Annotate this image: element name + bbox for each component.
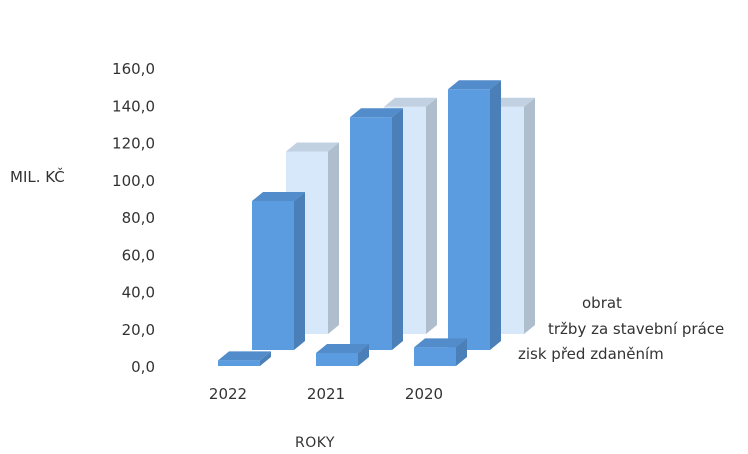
- y-tick-label: 120,0: [112, 135, 155, 153]
- bar-zisk-2020: [414, 338, 467, 366]
- y-tick-label: 20,0: [122, 321, 155, 339]
- y-tick-label: 140,0: [112, 97, 155, 115]
- y-tick-label: 160,0: [112, 60, 155, 78]
- x-category-label: 2020: [405, 385, 443, 403]
- bar-trzby-2020: [448, 80, 501, 350]
- legend-zisk: zisk před zdaněním: [518, 345, 664, 363]
- bar-zisk-2022: [218, 351, 271, 366]
- legend-obrat: obrat: [582, 294, 622, 312]
- y-tick-label: 40,0: [122, 284, 155, 302]
- y-tick-label: 60,0: [122, 246, 155, 264]
- y-tick-label: 80,0: [122, 209, 155, 227]
- y-tick-label: 100,0: [112, 172, 155, 190]
- y-axis-ticks: 0,0 20,0 40,0 60,0 80,0 100,0 120,0 140,0 160,0: [112, 60, 155, 376]
- bar-trzby-2022: [252, 192, 305, 350]
- y-axis-label: MIL. KČ: [10, 168, 65, 186]
- bar-group: [218, 80, 535, 366]
- x-axis-categories: 2022 2021 2020: [209, 385, 443, 403]
- x-axis-label: ROKY: [295, 435, 335, 451]
- bar-zisk-2021: [316, 343, 369, 366]
- x-category-label: 2022: [209, 385, 247, 403]
- x-category-label: 2021: [307, 385, 345, 403]
- y-tick-label: 0,0: [131, 358, 155, 376]
- legend-trzby: tržby za stavební práce: [548, 320, 725, 338]
- bar-trzby-2021: [350, 108, 403, 350]
